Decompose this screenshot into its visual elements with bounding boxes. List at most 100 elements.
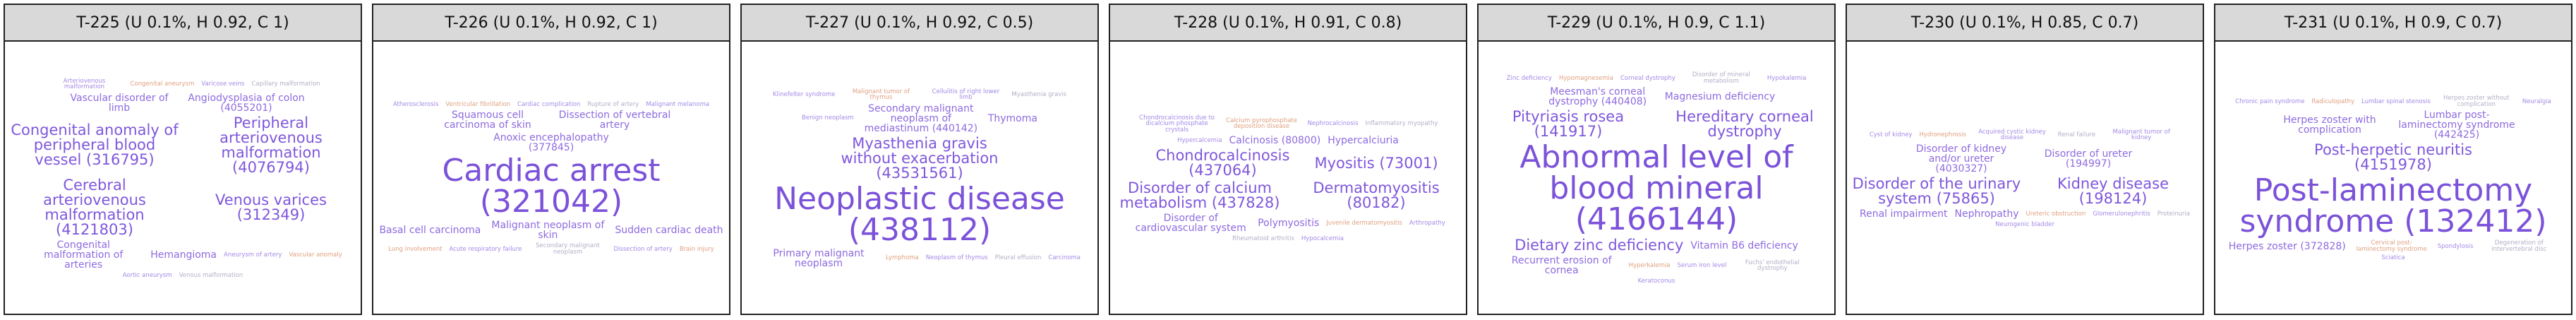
word: Dissection of vertebral artery	[558, 109, 671, 131]
word: Rupture of artery	[587, 100, 639, 108]
panel-title: T-227 (U 0.1%, H 0.92, C 0.5)	[742, 5, 1097, 42]
word-cloud-panel: T-228 (U 0.1%, H 0.91, C 0.8) Chondrocalc…	[1109, 4, 1467, 315]
word: Disorder of mineral metabolism	[1692, 71, 1750, 85]
word: Herpes zoster with complication	[2283, 114, 2376, 136]
word: Anoxic encephalopathy (377845)	[493, 132, 609, 154]
word: Hypercalciuria	[1328, 135, 1399, 146]
word: Fuchs' endothelial dystrophy	[1745, 259, 1800, 273]
word: Atherosclerosis	[392, 100, 439, 108]
word: Hereditary corneal dystrophy	[1675, 108, 1814, 141]
word: Recurrent erosion of cornea	[1511, 255, 1612, 277]
word: Cyst of kidney	[1869, 131, 1913, 138]
word: Congenital anomaly of peripheral blood v…	[11, 122, 179, 169]
word: Post-laminectomy syndrome (132412)	[2239, 172, 2547, 240]
word: Myositis (73001)	[1314, 154, 1438, 172]
word: Varicose veins	[201, 81, 245, 88]
panel-title: T-229 (U 0.1%, H 0.9, C 1.1)	[1479, 5, 1834, 42]
word: Pityriasis rosea (141917)	[1512, 108, 1625, 141]
word: Inflammatory myopathy	[1365, 120, 1438, 127]
word: Hydronephrosis	[1919, 131, 1966, 138]
word: Hyperkalemia	[1628, 262, 1671, 269]
word: Hypomagnesemia	[1558, 74, 1613, 82]
word: Malignant neoplasm of skin	[491, 220, 605, 242]
word: Neurogenic bladder	[1995, 220, 2054, 228]
panel-title: T-230 (U 0.1%, H 0.85, C 0.7)	[1847, 5, 2203, 42]
word: Herpes zoster (372828)	[2228, 240, 2346, 252]
word: Vascular anomaly	[289, 251, 342, 259]
word: Carcinoma	[1048, 254, 1081, 262]
word: Renal failure	[2057, 131, 2096, 138]
word: Zinc deficiency	[1506, 74, 1552, 82]
panel-title: T-228 (U 0.1%, H 0.91, C 0.8)	[1110, 5, 1466, 42]
word-cloud-panel: T-231 (U 0.1%, H 0.9, C 0.7) Chronic pain…	[2214, 4, 2572, 315]
word-cloud: Chondrocalcinosis due to dicalcium phosp…	[1110, 42, 1466, 314]
word: Myasthenia gravis without exacerbation (…	[841, 134, 999, 182]
word: Magnesium deficiency	[1664, 91, 1776, 103]
word: Venous malformation	[179, 271, 243, 279]
word: Corneal dystrophy	[1620, 74, 1675, 82]
word: Congenital aneurysm	[130, 81, 195, 88]
word: Cellulitis of right lower limb	[932, 88, 1000, 101]
word: Disorder of ureter (194997)	[2044, 148, 2133, 170]
word: Disorder of kidney and/or ureter (403032…	[1915, 143, 2007, 174]
word: Pleural effusion	[994, 254, 1042, 262]
word-cloud-panel: T-229 (U 0.1%, H 0.9, C 1.1) Zinc deficie…	[1477, 4, 1836, 315]
word-cloud: Cyst of kidney Hydronephrosis Acquired cys…	[1847, 42, 2203, 314]
word: Lumbar spinal stenosis	[2361, 97, 2431, 105]
panel-title: T-226 (U 0.1%, H 0.92, C 1)	[373, 5, 729, 42]
word: Neoplasm of thymus	[925, 254, 988, 262]
word: Aneurysm of artery	[224, 251, 282, 259]
word: Ureteric obstruction	[2026, 210, 2086, 218]
word: Cerebral arteriovenous malformation (412…	[43, 176, 146, 238]
word: Dissection of artery	[613, 245, 673, 253]
word: Dietary zinc deficiency	[1515, 237, 1684, 254]
word: Congenital malformation of arteries	[44, 239, 124, 271]
word: Kidney disease (198124)	[2057, 174, 2169, 207]
word: Lung involvement	[388, 245, 443, 253]
word: Lumbar post-laminectomy syndrome (442425…	[2398, 109, 2515, 141]
word: Acute respiratory failure	[449, 245, 522, 253]
word: Hemangioma	[150, 249, 217, 261]
word: Thymoma	[987, 112, 1037, 124]
panel-title: T-225 (U 0.1%, H 0.92, C 1)	[5, 5, 361, 42]
word: Radiculopathy	[2311, 97, 2355, 105]
word: Malignant melanoma	[646, 100, 710, 108]
word: Meesman's corneal dystrophy (440408)	[1548, 86, 1647, 108]
word: Klinefelter syndrome	[772, 90, 836, 98]
word: Arteriovenous malformation	[63, 77, 106, 91]
word: Basal cell carcinoma	[379, 225, 481, 237]
word: Spondylosis	[2437, 242, 2474, 250]
word: Chondrocalcinosis (437064)	[1155, 147, 1290, 179]
word-cloud-panel: T-230 (U 0.1%, H 0.85, C 0.7) Cyst of kid…	[1846, 4, 2204, 315]
word: Neoplastic disease (438112)	[774, 180, 1065, 248]
word: Arthropathy	[1409, 219, 1445, 227]
word: Malignant tumor of kidney	[2112, 128, 2170, 142]
word: Nephrocalcinosis	[1307, 120, 1359, 127]
word: Disorder of the urinary system (75865)	[1852, 174, 2021, 207]
word: Capillary malformation	[251, 81, 320, 88]
word: Disorder of calcium metabolism (437828)	[1119, 179, 1280, 211]
word-cloud: Atherosclerosis Ventricular fibrillation C…	[373, 42, 729, 314]
word: Post-herpetic neuritis (4151978)	[2314, 141, 2472, 174]
word: Keratoconus	[1637, 278, 1675, 285]
word-cloud: Chronic pain syndrome Radiculopathy Lumbar…	[2215, 42, 2571, 314]
word: Juvenile dermatomyositis	[1326, 219, 1402, 227]
word: Rheumatoid arthritis	[1232, 235, 1294, 242]
word-cloud: Klinefelter syndrome Malignant tumor of t…	[742, 42, 1097, 314]
word: Polymyositis	[1258, 218, 1320, 229]
word: Ventricular fibrillation	[445, 100, 511, 108]
word: Proteinuria	[2157, 210, 2190, 218]
word: Angiodysplasia of colon (4055201)	[188, 92, 305, 114]
word: Calcium pyrophosphate deposition disease	[1226, 117, 1297, 131]
word: Squamous cell carcinoma of skin	[444, 109, 531, 131]
word: Cervical post-laminectomy syndrome	[2356, 239, 2427, 253]
word: Brain injury	[679, 245, 714, 253]
word: Vitamin B6 deficiency	[1690, 239, 1798, 251]
word-cloud-panel: T-225 (U 0.1%, H 0.92, C 1) Arteriovenous…	[4, 4, 362, 315]
word: Acquired cystic kidney disease	[1978, 128, 2046, 142]
word: Dermatomyositis (80182)	[1313, 179, 1440, 211]
word: Abnormal level of blood mineral (4166144…	[1519, 139, 1793, 238]
word: Aortic aneurysm	[122, 271, 172, 279]
word: Malignant tumor of thymus	[852, 88, 910, 101]
word: Lymphoma	[886, 254, 919, 262]
